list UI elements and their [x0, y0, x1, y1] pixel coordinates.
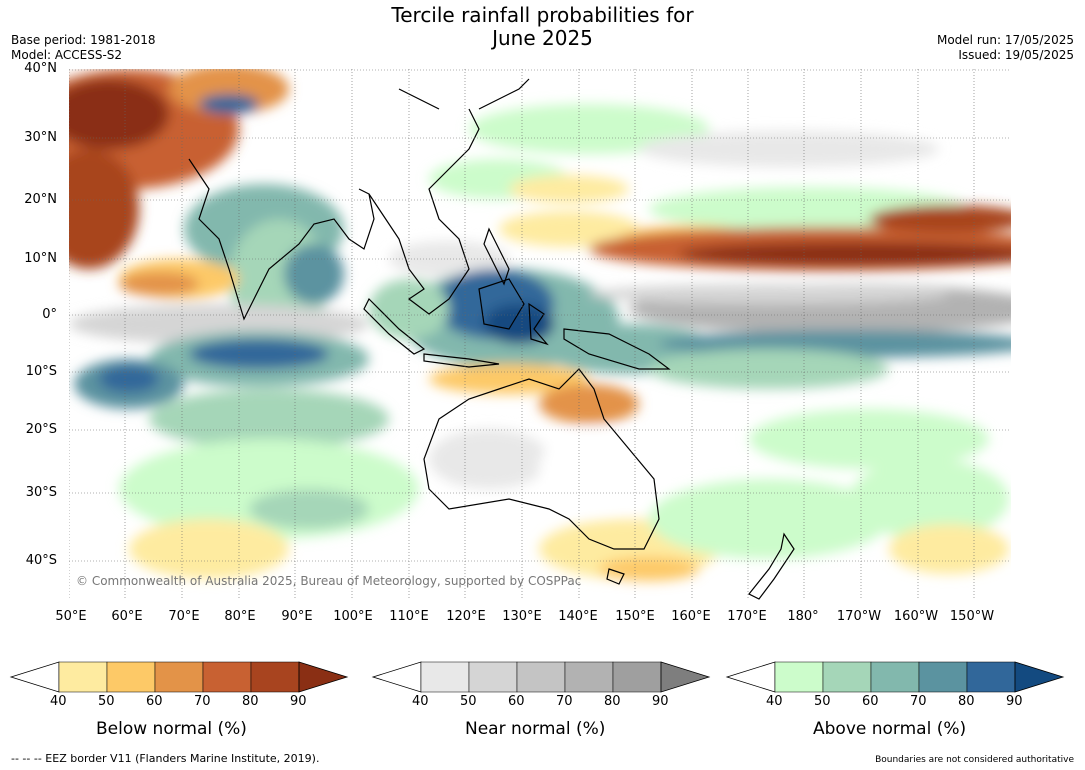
colorbar-tick: 70: [556, 694, 573, 709]
legend-area: [0, 655, 1085, 745]
colorbar-tick: 80: [242, 694, 259, 709]
colorbar-above-arrow-right: [1014, 661, 1065, 693]
colorbar-near-swatch: [468, 661, 518, 693]
lat-label: 30°S: [25, 485, 57, 500]
colorbar-tick: 90: [1006, 694, 1023, 709]
colorbar-tick: 40: [412, 694, 429, 709]
colorbar-tick: 90: [652, 694, 669, 709]
lat-label: 30°N: [24, 130, 57, 145]
lat-label: 20°S: [25, 422, 57, 437]
lon-label: 160°W: [893, 609, 939, 624]
colorbar-tick: 40: [50, 694, 67, 709]
lon-label: 170°E: [727, 609, 767, 624]
lon-label: 170°W: [836, 609, 882, 624]
title-line-2: June 2025: [492, 26, 593, 50]
copyright-notice: © Commonwealth of Australia 2025, Bureau…: [76, 574, 582, 588]
lon-label: 90°E: [281, 609, 313, 624]
lon-label: 110°E: [389, 609, 429, 624]
colorbar-below-normal: [9, 661, 349, 693]
colorbar-tick: 60: [146, 694, 163, 709]
colorbar-below-swatch: [58, 661, 108, 693]
colorbar-tick: 50: [814, 694, 831, 709]
meta-right: Model run: 17/05/2025 Issued: 19/05/2025: [937, 33, 1074, 63]
map-title: Tercile rainfall probabilities for June …: [0, 4, 1085, 50]
lat-label: 0°: [42, 307, 57, 322]
model-run: Model run: 17/05/2025: [936, 33, 1074, 47]
colorbars: [9, 661, 1065, 693]
eez-border-note: -- -- -- EEZ border V11 (Flanders Marine…: [11, 752, 320, 765]
colorbar-below-swatch: [106, 661, 156, 693]
lon-label: 80°E: [224, 609, 256, 624]
colorbar-near-arrow-right: [660, 661, 711, 693]
lon-label: 150°W: [949, 609, 995, 624]
lon-label: 50°E: [55, 609, 87, 624]
lat-label: 40°S: [25, 553, 57, 568]
map-panel[interactable]: [69, 69, 1011, 600]
colorbar-near-normal: [371, 661, 711, 693]
lon-label: 160°E: [671, 609, 711, 624]
colorbar-above-swatch: [966, 661, 1016, 693]
colorbar-tick: 40: [766, 694, 783, 709]
colorbar-tick: 70: [194, 694, 211, 709]
lon-label: 120°E: [446, 609, 486, 624]
colorbar-title-below: Below normal (%): [96, 719, 247, 739]
lat-label: 20°N: [24, 192, 57, 207]
lon-label: 60°E: [111, 609, 143, 624]
lon-label: 100°E: [333, 609, 373, 624]
model-name: Model: ACCESS-S2: [11, 48, 123, 62]
colorbar-tick: 60: [508, 694, 525, 709]
colorbar-above-arrow-left: [725, 661, 776, 693]
colorbar-below-swatch: [154, 661, 204, 693]
lon-label: 140°E: [558, 609, 598, 624]
colorbar-tick: 90: [290, 694, 307, 709]
colorbar-below-arrow-left: [9, 661, 60, 693]
colorbar-above-swatch: [822, 661, 872, 693]
colorbar-tick: 50: [98, 694, 115, 709]
base-period: Base period: 1981-2018: [11, 33, 156, 47]
colorbar-below-swatch: [202, 661, 252, 693]
lat-label: 10°N: [24, 251, 57, 266]
lon-label: 150°E: [615, 609, 655, 624]
lat-label: 10°S: [25, 364, 57, 379]
lat-label: 40°N: [24, 61, 57, 76]
lon-label: 70°E: [168, 609, 200, 624]
colorbar-title-near: Near normal (%): [465, 719, 606, 739]
probability-field: [69, 69, 1011, 581]
boundary-disclaimer: Boundaries are not considered authoritat…: [875, 755, 1074, 765]
colorbar-near-swatch: [612, 661, 662, 693]
colorbar-below-swatch: [250, 661, 300, 693]
graticule: [69, 69, 1011, 600]
colorbar-tick: 80: [604, 694, 621, 709]
lon-label: 130°E: [502, 609, 542, 624]
title-line-1: Tercile rainfall probabilities for: [391, 3, 694, 27]
lon-label: 180°: [787, 609, 819, 624]
colorbar-tick: 70: [910, 694, 927, 709]
colorbar-near-swatch: [420, 661, 470, 693]
colorbar-near-swatch: [564, 661, 614, 693]
meta-left: Base period: 1981-2018 Model: ACCESS-S2: [11, 33, 156, 63]
issued-date: Issued: 19/05/2025: [958, 48, 1074, 62]
colorbar-near-arrow-left: [371, 661, 422, 693]
colorbar-title-above: Above normal (%): [813, 719, 967, 739]
colorbar-tick: 60: [862, 694, 879, 709]
colorbar-near-swatch: [516, 661, 566, 693]
colorbar-above-swatch: [774, 661, 824, 693]
colorbar-above-swatch: [918, 661, 968, 693]
colorbar-tick: 50: [460, 694, 477, 709]
colorbar-above-normal: [725, 661, 1065, 693]
probability-map: [69, 69, 1011, 600]
colorbar-above-swatch: [870, 661, 920, 693]
colorbar-below-arrow-right: [298, 661, 349, 693]
colorbar-tick: 80: [958, 694, 975, 709]
coastlines: [188, 78, 795, 600]
